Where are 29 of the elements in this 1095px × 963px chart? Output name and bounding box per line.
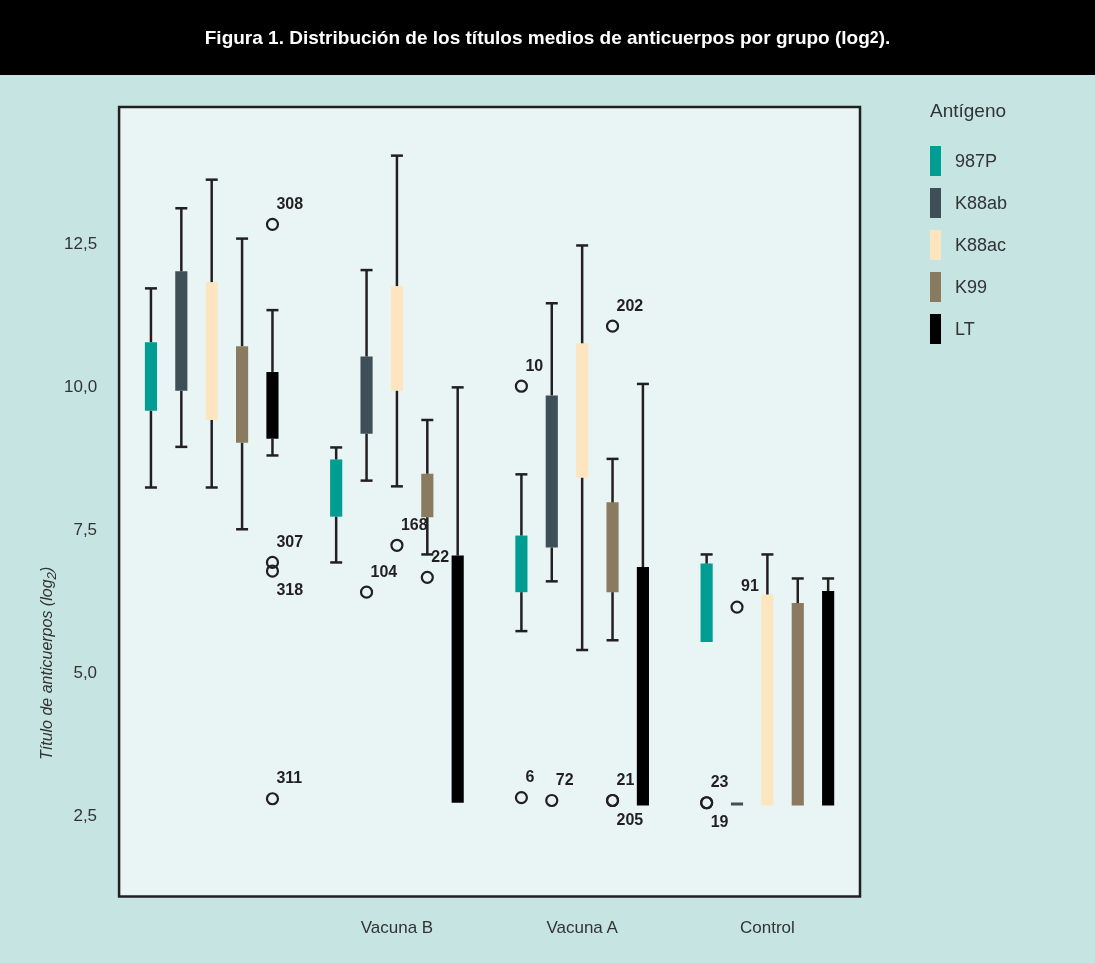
y-tick-label: 10,0 (63, 377, 98, 397)
annotation: 23 (710, 773, 729, 791)
y-tick-label: 2,5 (73, 806, 98, 826)
annotation: 205 (616, 810, 644, 828)
annotation: 308 (276, 194, 304, 212)
legend-label: K88ac (955, 234, 1007, 256)
annotation: 6 (525, 768, 535, 786)
annotation: 72 (555, 770, 574, 788)
legend-label: K88ab (955, 192, 1008, 214)
annotation: 10 (525, 356, 544, 374)
annotation: 318 (276, 581, 304, 599)
annotation: 307 (276, 532, 304, 550)
annotation: 91 (741, 577, 759, 595)
x-tick-label: Control (739, 918, 795, 938)
legend-label: LT (955, 318, 975, 340)
y-tick-label: 7,5 (73, 520, 98, 540)
annotation: 202 (616, 296, 644, 314)
y-tick-label: 5,0 (73, 663, 98, 683)
x-tick-label: Vacuna B (360, 918, 434, 938)
annotation: 104 (370, 562, 398, 580)
legend-title: Antígeno (930, 100, 1008, 122)
annotation: 311 (276, 769, 303, 787)
legend-label: 987P (955, 150, 998, 172)
legend-label: K99 (955, 276, 988, 298)
annotation: 21 (616, 770, 635, 788)
annotation: 19 (710, 813, 729, 831)
x-tick-label: Vacuna A (546, 918, 619, 938)
y-tick-label: 12,5 (63, 234, 98, 254)
annotation: 22 (431, 547, 450, 565)
